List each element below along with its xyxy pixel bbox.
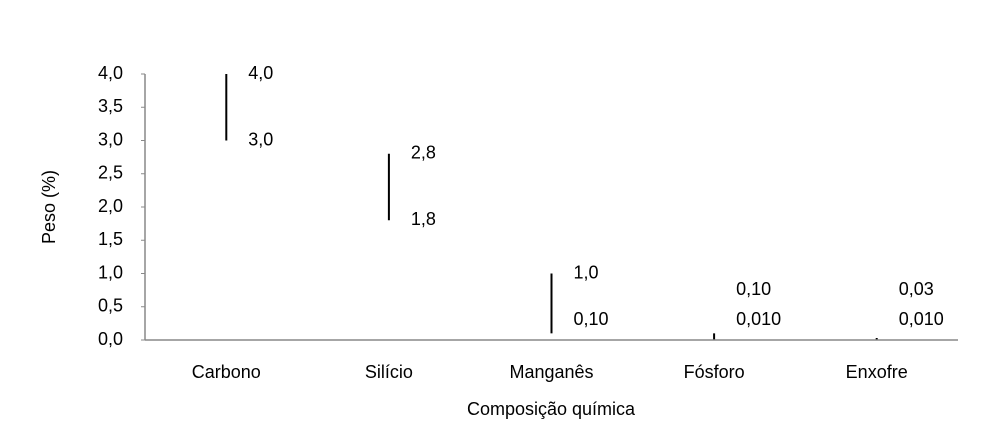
y-tick-label: 3,0: [98, 129, 123, 149]
x-tick-label: Manganês: [509, 362, 593, 382]
value-label: 0,10: [736, 279, 771, 299]
value-label: 1,0: [574, 262, 599, 282]
y-tick-label: 2,0: [98, 196, 123, 216]
value-label: 0,10: [574, 309, 609, 329]
x-axis-title: Composição química: [467, 399, 636, 419]
y-tick-label: 0,5: [98, 296, 123, 316]
y-tick-label: 4,0: [98, 63, 123, 83]
y-tick-label: 1,0: [98, 262, 123, 282]
x-tick-label: Silício: [365, 362, 413, 382]
y-axis-title: Peso (%): [39, 170, 59, 244]
x-tick-label: Carbono: [192, 362, 261, 382]
y-tick-label: 0,0: [98, 329, 123, 349]
x-tick-label: Enxofre: [846, 362, 908, 382]
value-label: 0,010: [736, 309, 781, 329]
value-label: 3,0: [248, 129, 273, 149]
value-label: 1,8: [411, 209, 436, 229]
value-label: 4,0: [248, 63, 273, 83]
y-tick-label: 2,5: [98, 163, 123, 183]
x-tick-label: Fósforo: [684, 362, 745, 382]
y-tick-label: 1,5: [98, 229, 123, 249]
value-label: 0,03: [899, 279, 934, 299]
y-tick-label: 3,5: [98, 96, 123, 116]
value-label: 0,010: [899, 309, 944, 329]
value-label: 2,8: [411, 143, 436, 163]
